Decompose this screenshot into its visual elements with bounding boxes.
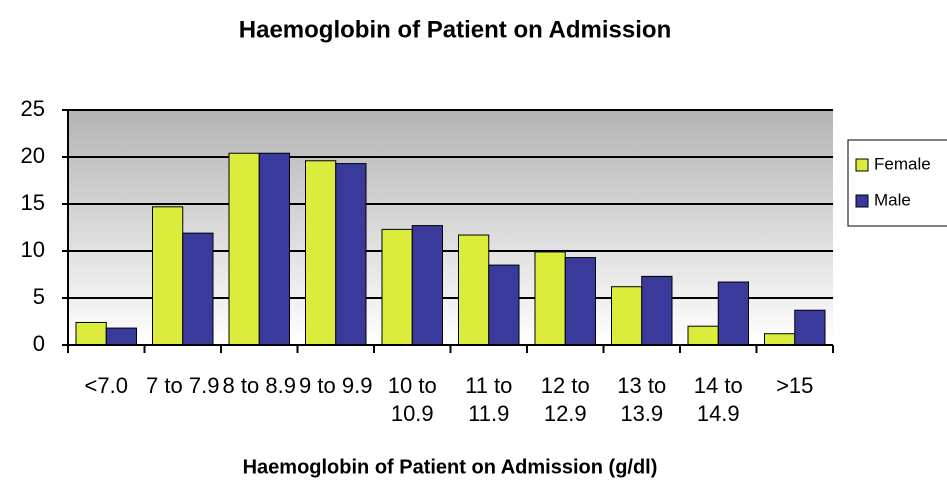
y-tick-label: 0 xyxy=(33,331,45,356)
bar xyxy=(228,152,260,346)
legend-swatch xyxy=(855,158,869,172)
x-tick-label: 12 to 12.9 xyxy=(540,373,590,426)
bar xyxy=(687,325,719,346)
x-tick-label: <7.0 xyxy=(84,373,128,398)
y-tick-label: 10 xyxy=(21,237,45,262)
bar xyxy=(411,225,443,346)
legend-label: Male xyxy=(874,190,911,209)
x-axis-title: Haemoglobin of Patient on Admission (g/d… xyxy=(243,456,658,478)
x-tick-label: 7 to 7.9 xyxy=(146,373,220,398)
bar xyxy=(305,160,337,346)
x-tick-label: 9 to 9.9 xyxy=(299,373,373,398)
bar xyxy=(764,333,796,346)
bar xyxy=(534,251,566,346)
bar xyxy=(611,286,643,346)
bar xyxy=(182,232,214,346)
x-tick-label: 10 to 10.9 xyxy=(387,373,437,426)
bar xyxy=(717,281,749,346)
y-tick-label: 20 xyxy=(21,143,45,168)
bar xyxy=(458,234,490,346)
x-tick-label: 14 to 14.9 xyxy=(693,373,743,426)
y-tick-label: 25 xyxy=(21,96,45,121)
x-tick-label: >15 xyxy=(776,373,814,398)
bar xyxy=(105,327,137,346)
bar xyxy=(564,257,596,346)
bar xyxy=(488,264,520,346)
bar xyxy=(794,309,826,346)
bar xyxy=(75,321,107,346)
y-tick-label: 5 xyxy=(33,284,45,309)
legend-label: Female xyxy=(874,154,931,173)
bar xyxy=(381,228,413,346)
bar xyxy=(152,206,184,346)
x-tick-label: 11 to 11.9 xyxy=(465,373,513,426)
chart-title: Haemoglobin of Patient on Admission xyxy=(239,16,671,43)
bar xyxy=(335,163,367,346)
legend-box xyxy=(847,139,947,227)
y-tick-label: 15 xyxy=(21,190,45,215)
x-tick-label: 13 to 13.9 xyxy=(617,373,667,426)
x-tick-label: 8 to 8.9 xyxy=(222,373,296,398)
bar xyxy=(258,152,290,346)
bar xyxy=(641,275,673,346)
legend-swatch xyxy=(855,194,869,208)
